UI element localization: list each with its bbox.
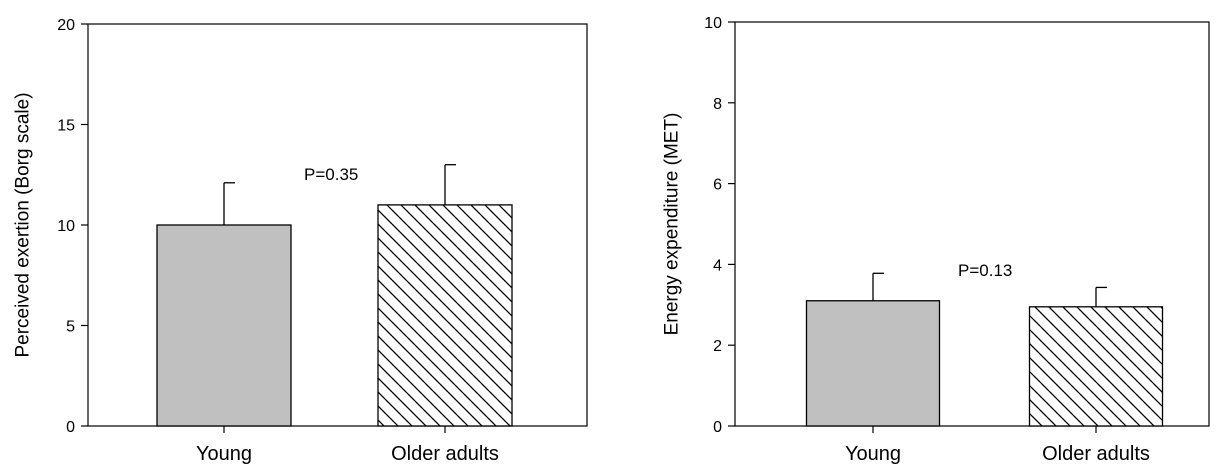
y-tick-label: 5 bbox=[66, 319, 75, 336]
y-axis: 0 5 10 15 20 bbox=[57, 17, 88, 436]
error-bars bbox=[223, 164, 456, 225]
bar-older-adults bbox=[1028, 306, 1164, 427]
y-axis: 0 2 4 6 8 10 bbox=[704, 15, 735, 436]
x-tick-label: Older adults bbox=[1042, 443, 1150, 465]
x-tick-label: Young bbox=[845, 443, 901, 465]
y-tick-label: 20 bbox=[57, 17, 75, 34]
y-tick-label: 2 bbox=[713, 338, 722, 355]
y-tick-label: 6 bbox=[713, 177, 722, 194]
y-tick-label: 10 bbox=[704, 15, 722, 32]
bars bbox=[805, 300, 1164, 427]
bar-young bbox=[805, 300, 941, 427]
y-tick-label: 0 bbox=[713, 419, 722, 436]
bars bbox=[156, 204, 513, 427]
x-tick-label: Young bbox=[196, 443, 252, 465]
bar-older-adults bbox=[377, 204, 513, 427]
plot-frame bbox=[734, 21, 1210, 427]
chart-right: 0 2 4 6 8 10 Young Older adults Energy expendi… bbox=[662, 15, 1210, 465]
x-axis: Young Older adults bbox=[845, 426, 1150, 465]
y-tick-label: 4 bbox=[713, 257, 722, 274]
x-axis: Young Older adults bbox=[196, 426, 499, 465]
chart-left: 0 5 10 15 20 Young Older adults Perceived exe… bbox=[13, 17, 588, 465]
y-tick-label: 8 bbox=[713, 96, 722, 113]
y-tick-label: 10 bbox=[57, 218, 75, 235]
bar-young bbox=[156, 224, 292, 427]
p-value-annotation: P=0.35 bbox=[304, 165, 358, 184]
p-value-annotation: P=0.13 bbox=[958, 261, 1012, 280]
y-tick-label: 15 bbox=[57, 118, 75, 135]
y-tick-label: 0 bbox=[66, 419, 75, 436]
y-axis-title: Energy expenditure (MET) bbox=[662, 113, 683, 336]
error-bars bbox=[872, 272, 1107, 307]
x-tick-label: Older adults bbox=[391, 443, 499, 465]
y-axis-title: Perceived exertion (Borg scale) bbox=[13, 92, 34, 357]
